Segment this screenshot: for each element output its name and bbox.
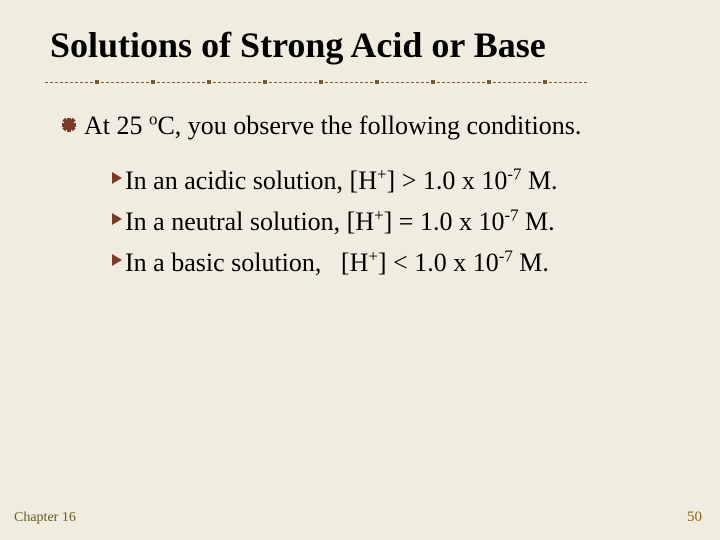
divider xyxy=(44,80,676,84)
cond-tail: M. xyxy=(519,207,555,236)
condition-text: In a basic solution, [H+] < 1.0 x 10-7 M… xyxy=(125,245,549,280)
arrow-bullet-icon xyxy=(112,172,122,184)
condition-text: In an acidic solution, [H+] > 1.0 x 10-7… xyxy=(125,163,558,198)
arrow-bullet-icon xyxy=(112,254,122,266)
cond-sup2: -7 xyxy=(507,164,521,183)
cond-mid: ] > 1.0 x 10 xyxy=(387,166,508,195)
conditions-list: In an acidic solution, [H+] > 1.0 x 10-7… xyxy=(112,163,680,280)
arrow-bullet-icon xyxy=(112,213,122,225)
cond-tail: M. xyxy=(513,248,549,277)
cond-label: In a neutral solution, [H xyxy=(125,207,374,236)
intro-row: At 25 oC, you observe the following cond… xyxy=(62,110,680,143)
cond-tail: M. xyxy=(521,166,557,195)
condition-row: In a basic solution, [H+] < 1.0 x 10-7 M… xyxy=(112,245,680,280)
footer-page: 50 xyxy=(687,509,702,526)
intro-text: At 25 oC, you observe the following cond… xyxy=(84,110,581,143)
cond-sup1: + xyxy=(374,205,384,224)
cond-label: In a basic solution, [H xyxy=(125,248,368,277)
cond-mid: ] = 1.0 x 10 xyxy=(384,207,505,236)
star-bullet-icon xyxy=(62,118,76,132)
cond-sup2: -7 xyxy=(504,205,518,224)
slide: Solutions of Strong Acid or Base At 25 o… xyxy=(0,0,720,540)
cond-sup1: + xyxy=(368,246,378,265)
cond-label: In an acidic solution, [H xyxy=(125,166,377,195)
condition-row: In an acidic solution, [H+] > 1.0 x 10-7… xyxy=(112,163,680,198)
condition-text: In a neutral solution, [H+] = 1.0 x 10-7… xyxy=(125,204,555,239)
intro-post: C, you observe the following conditions. xyxy=(157,111,581,140)
condition-row: In a neutral solution, [H+] = 1.0 x 10-7… xyxy=(112,204,680,239)
intro-pre: At 25 xyxy=(84,111,149,140)
footer-chapter: Chapter 16 xyxy=(14,510,76,526)
cond-mid: ] < 1.0 x 10 xyxy=(378,248,499,277)
cond-sup1: + xyxy=(377,164,387,183)
slide-title: Solutions of Strong Acid or Base xyxy=(50,24,680,66)
cond-sup2: -7 xyxy=(499,246,513,265)
